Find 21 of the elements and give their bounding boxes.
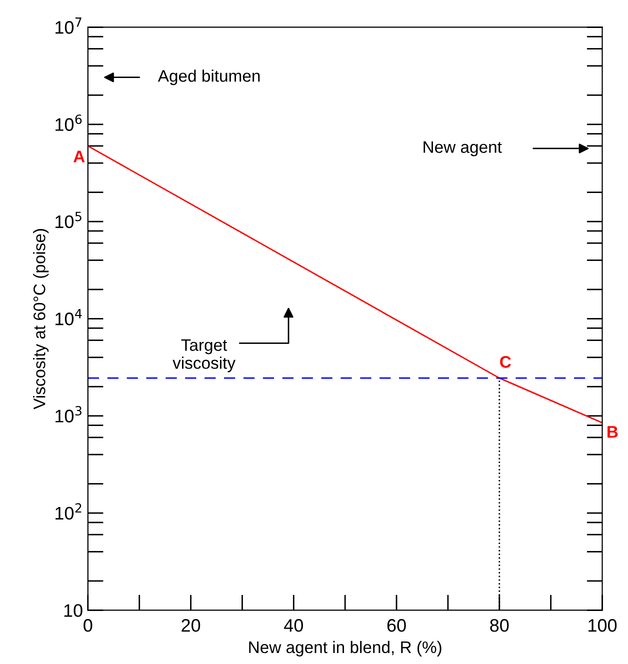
annotation: A [74, 150, 85, 162]
annotation: Target viscosity [172, 339, 236, 372]
x-tick-label: 60 [387, 619, 406, 632]
y-tick-label: 10$^{2}$ [56, 503, 82, 520]
y-tick-label: 10$^{5}$ [56, 212, 82, 228]
y-tick-label: 10$^{7}$ [56, 18, 82, 34]
y-tick-label: 10$^{3}$ [56, 406, 82, 422]
y-axis-title: Viscosity at 60°C (poise) [33, 229, 49, 410]
annotation: New agent [424, 141, 502, 156]
x-tick-label: 0 [84, 619, 92, 632]
annotation: Aged bitumen [158, 70, 260, 86]
annotation: B [608, 426, 618, 438]
annotation: C [500, 356, 511, 368]
x-tick-label: 40 [284, 619, 303, 632]
x-axis-title: New agent in blend, R (%) [249, 640, 442, 656]
y-tick-label: 10$^{6}$ [56, 114, 82, 131]
x-tick-label: 80 [490, 619, 509, 632]
y-tick-label: 10 [64, 604, 82, 617]
y-tick-label: 10$^{4}$ [56, 309, 82, 326]
x-tick-label: 20 [182, 619, 200, 632]
x-tick-label: 100 [588, 619, 617, 632]
